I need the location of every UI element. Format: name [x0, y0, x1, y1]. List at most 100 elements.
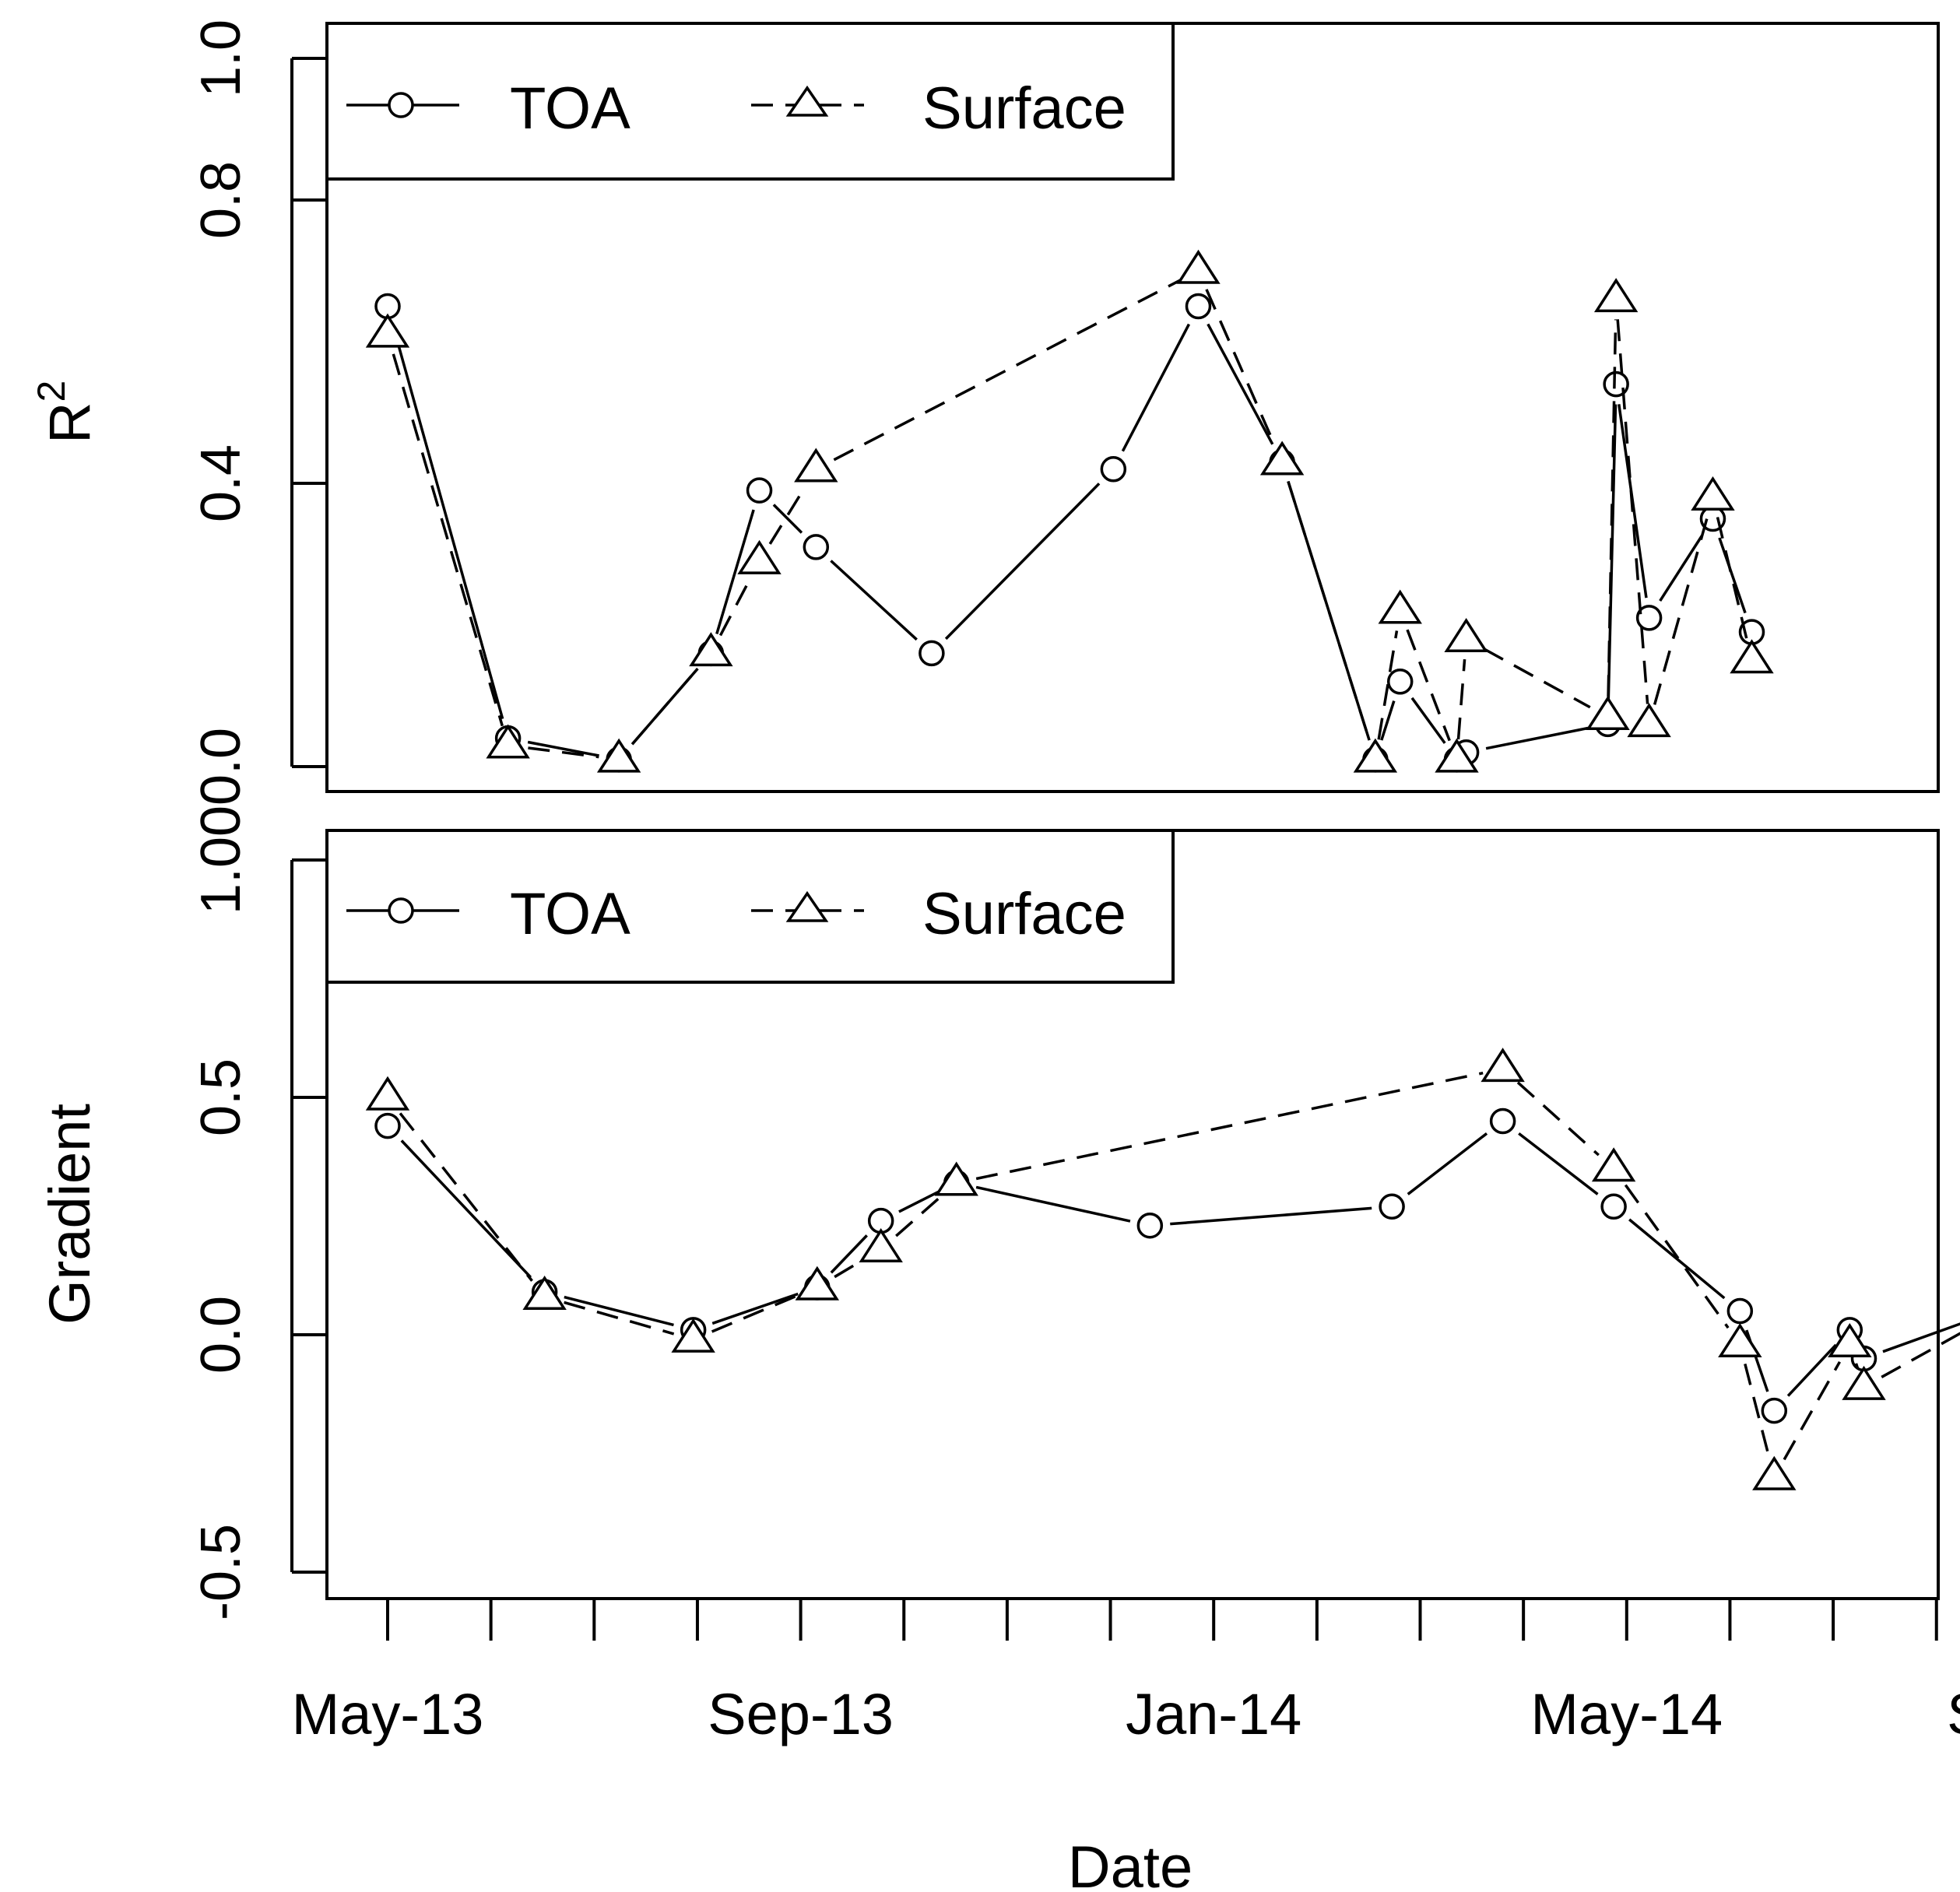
gradient-toa-point: [1726, 1297, 1754, 1325]
gradient-surface-point: [1481, 1048, 1525, 1083]
gradient-surface-point: [1718, 1322, 1762, 1357]
r2-surface-segment: [1377, 630, 1399, 740]
r2-toa-segment: [1207, 323, 1274, 445]
r2-toa-point: [919, 640, 945, 667]
gradient-y-axis-label: Gradient: [37, 1104, 102, 1325]
r2-y-tick-label: 1.0: [190, 19, 252, 97]
r2-toa-segment: [1380, 700, 1396, 741]
r2-toa-segment: [1485, 726, 1589, 750]
gradient-toa-segment: [400, 1139, 532, 1279]
gradient-surface-segment: [895, 1195, 943, 1237]
gradient-legend-toa-marker: [388, 897, 414, 924]
gradient-toa-segment: [898, 1190, 940, 1213]
r2-surface-point: [1627, 703, 1671, 738]
r2-surface-point: [1378, 589, 1422, 624]
r2-surface-segment: [1716, 517, 1749, 641]
gradient-y-tick-label: -0.5: [190, 1524, 252, 1620]
r2-series-group: [365, 249, 1774, 773]
r2-surface-point: [794, 448, 838, 483]
x-axis-label: Date: [1068, 1834, 1193, 1892]
gradient-surface-point: [365, 1076, 410, 1111]
gradient-toa-point: [1379, 1193, 1405, 1220]
r2-legend-surface-label: Surface: [922, 75, 1126, 142]
r2-toa-point: [1386, 669, 1414, 695]
r2-y-axis-label-sup: 2: [30, 381, 73, 402]
gradient-toa-segment: [711, 1292, 799, 1325]
r2-surface-segment: [1483, 648, 1591, 709]
gradient-legend: TOA Surface: [325, 829, 1175, 984]
x-tick-label: Sep-13: [708, 1682, 894, 1746]
r2-toa-segment: [1121, 323, 1191, 452]
r2-legend-box: [325, 22, 1175, 181]
gradient-surface-point: [1591, 1147, 1636, 1182]
r2-toa-segment: [715, 509, 755, 634]
gradient-surface-segment: [564, 1301, 675, 1336]
r2-surface-point: [596, 738, 641, 773]
gradient-y-axis: -0.5 0.0 0.5 1.00: [190, 806, 327, 1620]
x-tick-label: Sep-14: [1947, 1682, 1960, 1746]
gradient-surface-segment: [1516, 1081, 1600, 1157]
gradient-legend-toa-label: TOA: [510, 881, 631, 947]
gradient-surface-segment: [1881, 1332, 1960, 1378]
r2-surface-point: [365, 313, 410, 348]
gradient-toa-segment: [1882, 1322, 1960, 1353]
r2-y-axis: 0.0 0.4 0.8 1.0: [190, 19, 327, 806]
gradient-surface-point: [1828, 1322, 1872, 1357]
r2-toa-segment: [944, 483, 1101, 641]
r2-surface-segment: [1653, 516, 1709, 705]
gradient-toa-point: [1489, 1107, 1516, 1135]
r2-surface-segment: [718, 578, 751, 637]
gradient-toa-segment: [1170, 1206, 1372, 1226]
x-tick-label: Jan-14: [1126, 1682, 1301, 1746]
r2-surface-segment: [528, 746, 599, 759]
r2-surface-point: [1730, 639, 1774, 674]
r2-y-axis-label: R2: [30, 381, 102, 444]
gradient-surface-segment: [975, 1071, 1484, 1181]
r2-toa-segment: [1659, 535, 1703, 602]
r2-legend-surface-marker: [785, 85, 829, 117]
r2-y-axis-label-base: R: [37, 402, 102, 444]
r2-surface-segment: [833, 279, 1182, 462]
gradient-y-tick-label: 1.00: [190, 806, 252, 914]
r2-surface-point: [1176, 249, 1221, 284]
r2-toa-segment: [392, 325, 504, 720]
r2-surface-segment: [1616, 319, 1649, 704]
r2-surface-segment: [631, 667, 699, 746]
gradient-toa-segment: [1786, 1343, 1837, 1397]
r2-surface-segment: [1406, 629, 1451, 742]
gradient-toa-segment: [1518, 1132, 1599, 1195]
r2-surface-point: [1259, 441, 1305, 476]
gradient-x-axis: May-13 Sep-13 Jan-14 May-14 Sep-14: [292, 1599, 1960, 1746]
r2-y-tick-label: 0.8: [190, 161, 252, 239]
gradient-toa-point: [1136, 1212, 1164, 1239]
gradient-surface-point: [671, 1318, 715, 1353]
r2-legend: TOA Surface: [325, 22, 1175, 181]
r2-surface-segment: [1205, 289, 1276, 444]
gradient-y-tick-label: 0.0: [190, 1296, 252, 1374]
gradient-toa-segment: [830, 1234, 868, 1274]
r2-legend-toa-label: TOA: [510, 75, 631, 142]
gradient-surface-segment: [1783, 1360, 1842, 1461]
r2-surface-point: [689, 632, 733, 667]
gradient-surface-segment: [711, 1294, 799, 1333]
r2-toa-point: [1185, 293, 1212, 320]
r2-y-tick-label: 0.4: [190, 444, 252, 522]
gradient-y-tick-label: 0.5: [190, 1058, 252, 1136]
r2-surface-point: [1691, 476, 1735, 511]
r2-surface-segment: [1287, 480, 1371, 741]
gradient-toa-segment: [564, 1295, 674, 1327]
r2-toa-point: [1635, 605, 1663, 631]
r2-toa-segment: [830, 560, 918, 641]
gradient-surface-segment: [1624, 1184, 1730, 1329]
r2-surface-point: [737, 539, 782, 574]
r2-surface-point: [1586, 696, 1630, 731]
gradient-surface-segment: [834, 1258, 865, 1279]
gradient-surface-point: [522, 1275, 567, 1310]
r2-legend-toa-marker: [388, 92, 414, 118]
r2-toa-point: [746, 477, 773, 504]
gradient-surface-segment: [399, 1112, 533, 1282]
gradient-surface-point: [859, 1227, 903, 1262]
r2-toa-point: [803, 534, 830, 560]
gradient-toa-segment: [1628, 1218, 1726, 1300]
